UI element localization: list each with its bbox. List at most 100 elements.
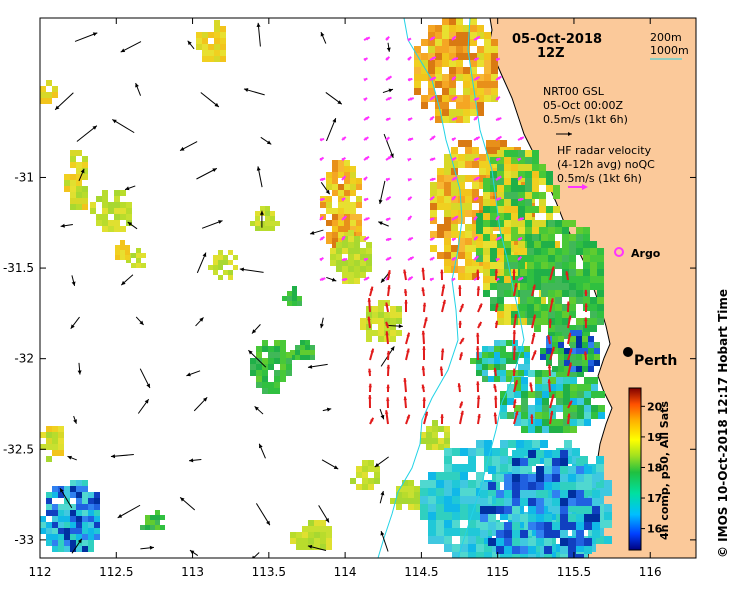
sst-pixel bbox=[568, 522, 576, 530]
sst-pixel bbox=[458, 196, 465, 203]
sst-pixel bbox=[40, 92, 46, 98]
sst-pixel bbox=[576, 248, 583, 255]
sst-pixel bbox=[320, 532, 326, 538]
sst-pixel bbox=[584, 498, 592, 506]
sst-pixel bbox=[512, 538, 520, 546]
sst-pixel bbox=[488, 522, 496, 530]
sst-pixel bbox=[604, 480, 612, 488]
sst-pixel bbox=[426, 444, 432, 450]
sst-pixel bbox=[114, 214, 120, 220]
sst-pixel bbox=[512, 490, 520, 498]
sst-pixel bbox=[430, 203, 437, 210]
sst-pixel bbox=[532, 157, 539, 164]
sst-pixel bbox=[428, 67, 435, 74]
sst-pixel bbox=[576, 269, 583, 276]
sst-pixel bbox=[287, 291, 292, 296]
sst-pixel bbox=[460, 480, 468, 488]
sst-pixel bbox=[350, 172, 356, 178]
sst-pixel bbox=[549, 426, 556, 433]
sst-pixel bbox=[483, 206, 490, 213]
sst-pixel bbox=[592, 506, 600, 514]
sst-pixel bbox=[480, 522, 488, 530]
sst-pixel bbox=[604, 520, 612, 528]
sst-pixel bbox=[536, 474, 544, 482]
sst-pixel bbox=[477, 81, 484, 88]
sst-pixel bbox=[265, 221, 270, 226]
sst-pixel bbox=[428, 46, 435, 53]
sst-pixel bbox=[449, 18, 456, 25]
sst-pixel bbox=[442, 32, 449, 39]
sst-pixel bbox=[525, 234, 532, 241]
sst-pixel bbox=[483, 234, 490, 241]
sst-pixel bbox=[350, 166, 356, 172]
sst-pixel bbox=[504, 538, 512, 546]
sst-pixel bbox=[136, 258, 141, 263]
sst-pixel bbox=[94, 492, 100, 498]
sst-pixel bbox=[532, 150, 539, 157]
sst-pixel bbox=[354, 242, 360, 248]
sst-pixel bbox=[88, 534, 94, 540]
sst-pixel bbox=[436, 536, 444, 544]
sst-pixel bbox=[218, 260, 223, 265]
map-time: 12Z bbox=[537, 46, 565, 61]
sst-pixel bbox=[576, 330, 582, 336]
sst-pixel bbox=[584, 412, 591, 419]
sst-pixel bbox=[372, 318, 378, 324]
sst-pixel bbox=[233, 255, 238, 260]
sst-pixel bbox=[552, 466, 560, 474]
sst-pixel bbox=[196, 44, 202, 50]
sst-pixel bbox=[326, 544, 332, 550]
sst-pixel bbox=[588, 354, 594, 360]
sst-pixel bbox=[102, 220, 108, 226]
sst-pixel bbox=[570, 342, 576, 348]
sst-pixel bbox=[426, 432, 432, 438]
sst-pixel bbox=[435, 67, 442, 74]
sst-pixel bbox=[326, 538, 332, 544]
sst-pixel bbox=[504, 482, 512, 490]
sst-pixel bbox=[338, 184, 344, 190]
sst-pixel bbox=[569, 304, 576, 311]
sst-pixel bbox=[414, 504, 420, 510]
sst-pixel bbox=[604, 504, 612, 512]
sst-pixel bbox=[356, 178, 362, 184]
sst-pixel bbox=[354, 260, 360, 266]
sst-pixel bbox=[560, 466, 568, 474]
x-tick-label: 115 bbox=[486, 565, 509, 579]
sst-pixel bbox=[336, 266, 342, 272]
sst-pixel bbox=[539, 220, 546, 227]
sst-pixel bbox=[64, 486, 70, 492]
sst-pixel bbox=[497, 164, 504, 171]
sst-pixel bbox=[70, 492, 76, 498]
sst-pixel bbox=[94, 516, 100, 522]
sst-pixel bbox=[504, 498, 512, 506]
sst-pixel bbox=[552, 506, 560, 514]
sst-pixel bbox=[354, 272, 360, 278]
sst-pixel bbox=[250, 370, 256, 376]
sst-pixel bbox=[558, 342, 564, 348]
sst-pixel bbox=[76, 516, 82, 522]
sst-pixel bbox=[40, 432, 46, 438]
sst-pixel bbox=[250, 221, 255, 226]
sst-pixel bbox=[497, 283, 504, 290]
sst-pixel bbox=[452, 528, 460, 536]
sst-pixel bbox=[528, 482, 536, 490]
sst-pixel bbox=[569, 262, 576, 269]
sst-pixel bbox=[504, 283, 511, 290]
sst-pixel bbox=[202, 50, 208, 56]
sst-pixel bbox=[408, 498, 414, 504]
sst-pixel bbox=[102, 202, 108, 208]
sst-pixel bbox=[590, 248, 597, 255]
sst-pixel bbox=[344, 220, 350, 226]
sst-pixel bbox=[541, 304, 548, 311]
sst-pixel bbox=[534, 241, 541, 248]
sst-pixel bbox=[548, 220, 555, 227]
sst-pixel bbox=[476, 213, 483, 220]
sst-pixel bbox=[497, 297, 504, 304]
sst-pixel bbox=[274, 370, 280, 376]
sst-pixel bbox=[525, 227, 532, 234]
x-tick-label: 112 bbox=[29, 565, 52, 579]
sst-pixel bbox=[52, 444, 58, 450]
sst-pixel bbox=[378, 318, 384, 324]
sst-pixel bbox=[592, 498, 600, 506]
sst-pixel bbox=[576, 458, 584, 466]
